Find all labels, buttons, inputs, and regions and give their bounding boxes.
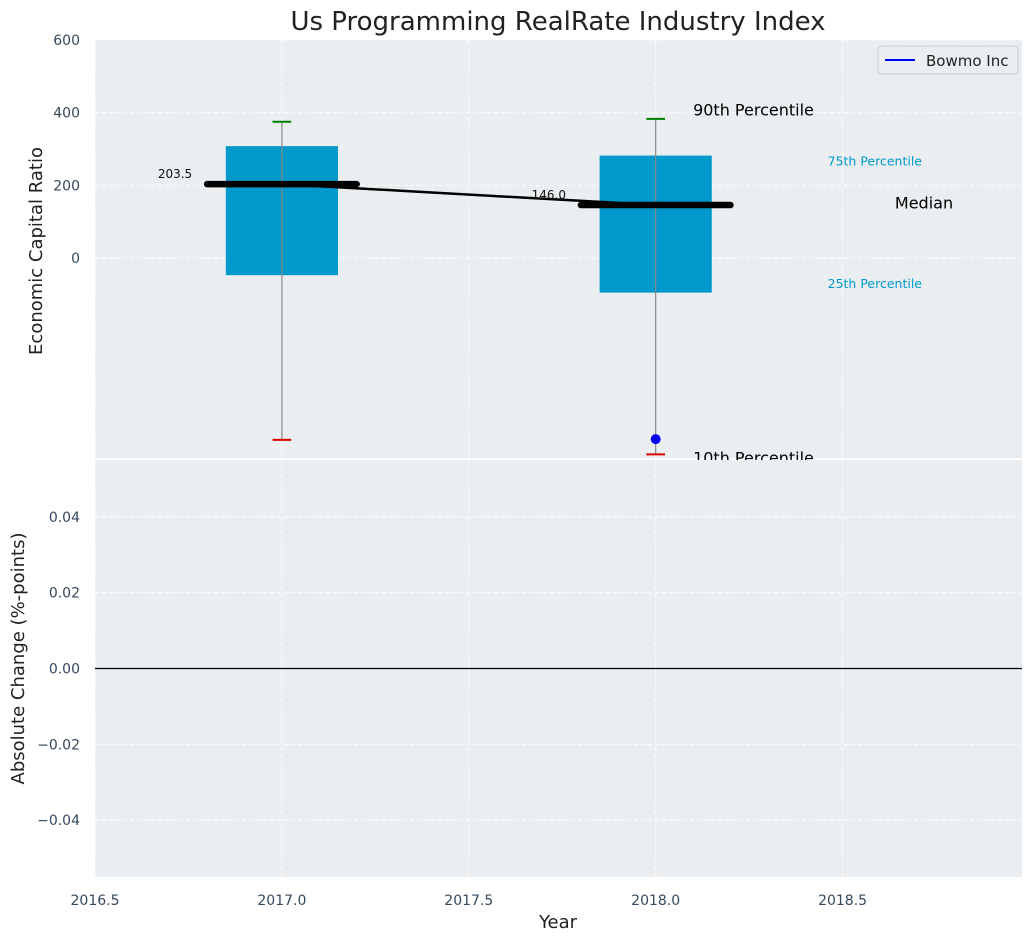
bottom-y-ticks: 0.04 0.02 0.00 −0.02 −0.04: [37, 510, 80, 829]
x-ticks: 2016.5 2017.0 2017.5 2018.0 2018.5: [71, 893, 868, 909]
x-tick-4: 2018.5: [818, 893, 867, 909]
bottom-y-tick-0: 0.04: [49, 510, 80, 526]
top-y-ticks: 600 400 200 0: [53, 33, 80, 267]
bottom-y-axis-label: Absolute Change (%-points): [8, 533, 29, 785]
x-tick-2: 2017.5: [444, 893, 493, 909]
top-y-tick-1: 400: [53, 106, 80, 122]
series-point-0-0: [650, 434, 661, 445]
legend[interactable]: Bowmo Inc: [877, 45, 1019, 75]
bottom-panel: 0.04 0.02 0.00 −0.02 −0.04 Absolute Change (…: [8, 460, 1022, 877]
top-boxes: 203.5 146.0: [158, 117, 734, 456]
annotation-90th: 90th Percentile: [693, 101, 814, 120]
x-tick-0: 2016.5: [71, 893, 120, 909]
bottom-y-tick-4: −0.04: [37, 813, 80, 829]
x-tick-3: 2018.0: [631, 893, 680, 909]
annotation-75th: 75th Percentile: [828, 153, 923, 168]
bottom-y-tick-2: 0.00: [49, 662, 80, 678]
annotation-10th: 10th Percentile: [693, 448, 814, 467]
bottom-y-tick-3: −0.02: [37, 737, 80, 753]
median-trend-line: [281, 182, 656, 207]
top-y-tick-0: 600: [53, 33, 80, 49]
chart-title: Us Programming RealRate Industry Index: [290, 7, 825, 37]
annotation-25th: 25th Percentile: [828, 276, 923, 291]
x-axis-label: Year: [538, 912, 578, 933]
legend-label-bowmo: Bowmo Inc: [926, 52, 1008, 70]
x-tick-1: 2017.0: [257, 893, 306, 909]
legend-frame: [877, 45, 1019, 75]
top-panel: 203.5 146.0 90th Percentile 75th Percentil…: [26, 33, 1022, 467]
top-y-axis-label: Economic Capital Ratio: [26, 147, 47, 355]
annotation-median: Median: [895, 193, 953, 212]
top-y-tick-2: 200: [53, 178, 80, 194]
median-value-label-1: 146.0: [532, 188, 566, 202]
bottom-y-tick-1: 0.02: [49, 586, 80, 602]
top-y-tick-3: 0: [71, 251, 80, 267]
top-annotations: 90th Percentile 75th Percentile Median 25th…: [693, 101, 953, 467]
median-value-label-0: 203.5: [158, 167, 192, 181]
